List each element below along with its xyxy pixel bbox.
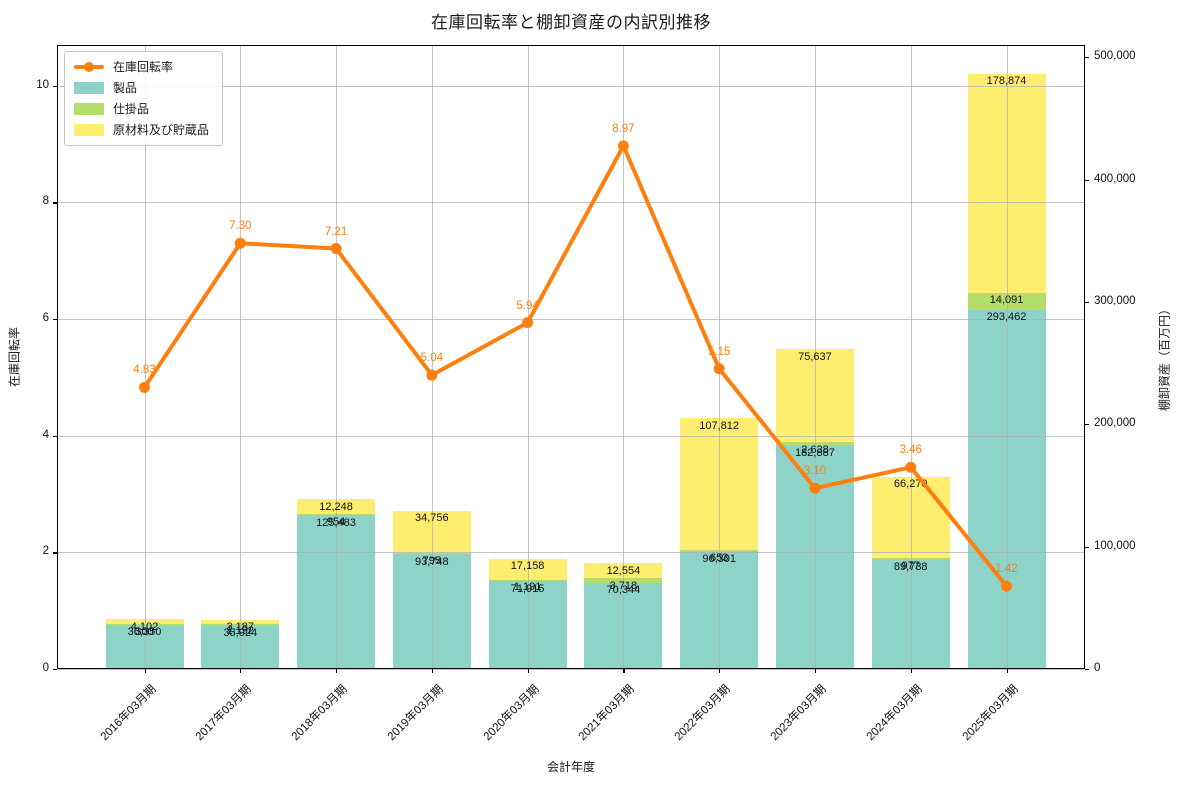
legend-item-wip: 仕掛品: [74, 100, 209, 117]
x-axis-tick: [527, 669, 529, 673]
horizontal-gridline: [57, 85, 1085, 87]
x-axis-tick: [719, 669, 721, 673]
x-axis-tick: [431, 669, 434, 673]
left-axis-title: 在庫回転率: [7, 326, 22, 388]
line-point-label: 3.10: [803, 465, 827, 478]
vertical-gridline: [1006, 45, 1008, 669]
right-axis-tick: [1085, 57, 1089, 59]
left-axis-tick: [53, 669, 57, 671]
horizontal-gridline: [57, 202, 1085, 204]
legend-label: 製品: [113, 81, 138, 95]
bar-value-label: 293,462: [986, 311, 1027, 324]
bar-value-label: 2,638: [801, 443, 829, 456]
bar-value-label: 178,874: [986, 75, 1027, 88]
right-axis-title: 棚卸資産（百万円）: [1157, 302, 1172, 412]
legend-label: 在庫回転率: [113, 60, 174, 74]
line-point-label: 5.04: [420, 352, 444, 365]
legend-item-turnover: 在庫回転率: [74, 58, 209, 75]
right-axis-tick: [1085, 669, 1089, 671]
horizontal-gridline: [57, 319, 1085, 321]
right-axis-tick: [1085, 179, 1089, 181]
line-marker-icon: [74, 60, 104, 74]
vertical-gridline: [910, 45, 912, 669]
left-axis-tick-label: 10: [36, 78, 49, 91]
line-point-label: 7.21: [324, 225, 348, 238]
right-axis-tick-label: 100,000: [1094, 539, 1136, 552]
horizontal-gridline: [57, 435, 1085, 437]
left-axis-tick: [53, 85, 57, 87]
right-axis-tick-label: 500,000: [1094, 50, 1136, 63]
legend-label: 仕掛品: [113, 102, 150, 116]
x-axis-tick: [1006, 669, 1008, 673]
right-axis-tick-label: 200,000: [1094, 417, 1136, 430]
left-axis-tick: [53, 319, 57, 321]
x-axis-tick: [910, 669, 912, 673]
line-point-label: 3.46: [899, 444, 922, 457]
horizontal-gridline: [57, 669, 1085, 670]
vertical-gridline: [527, 45, 529, 669]
color-swatch-icon: [74, 102, 104, 115]
legend-label: 原材料及び貯蔵品: [113, 123, 210, 137]
line-point-label: 7.30: [229, 220, 252, 233]
horizontal-gridline: [57, 552, 1085, 554]
bar-value-label: 3,187: [226, 621, 255, 634]
left-axis-tick: [53, 202, 57, 204]
x-axis-tick: [336, 669, 338, 673]
right-axis-tick-label: 0: [1094, 662, 1101, 674]
color-swatch-icon: [74, 123, 104, 136]
bar-value-label: 107,812: [699, 419, 740, 432]
left-axis-tick: [53, 552, 57, 554]
legend: 在庫回転率 製品 仕掛品 原材料及び貯蔵品: [64, 51, 224, 146]
left-axis-tick: [53, 435, 57, 437]
bar-value-label: 12,554: [606, 564, 641, 577]
left-axis-tick-label: 6: [42, 312, 49, 325]
vertical-gridline: [336, 45, 338, 669]
line-point-label: 5.94: [516, 299, 539, 312]
bar-value-label: 977: [901, 559, 920, 572]
left-axis-tick-label: 4: [42, 428, 49, 441]
left-axis-tick-label: 2: [42, 545, 49, 558]
left-axis-tick-label: 8: [42, 195, 49, 208]
x-axis-title: 会計年度: [546, 760, 595, 774]
bar-value-label: 3,718: [609, 579, 638, 592]
bar-value-label: 653: [709, 551, 729, 564]
line-point-label: 8.97: [612, 122, 635, 135]
line-point-label: 4.83: [133, 364, 156, 377]
line-point-label: 1.42: [995, 563, 1018, 576]
bar-value-label: 300: [135, 625, 154, 638]
bar-value-label: 4,102: [130, 620, 159, 633]
bar-value-label: 75,637: [798, 350, 832, 363]
right-axis-tick: [1085, 424, 1089, 426]
x-axis-tick: [623, 669, 625, 673]
x-axis-tick: [240, 669, 242, 673]
right-axis-tick: [1085, 546, 1089, 548]
vertical-gridline: [240, 45, 242, 669]
x-axis-tick: [814, 669, 817, 673]
right-axis-tick-label: 400,000: [1094, 172, 1136, 185]
right-axis-tick-label: 300,000: [1094, 294, 1136, 307]
legend-item-products: 製品: [74, 79, 209, 96]
legend-item-raw-materials: 原材料及び貯蔵品: [74, 121, 209, 138]
bar-value-label: 34,756: [415, 512, 449, 525]
left-axis-tick-label: 0: [42, 662, 49, 674]
bar-value-label: 66,270: [893, 478, 928, 491]
chart-title: 在庫回転率と棚卸資産の内訳別推移: [431, 13, 711, 32]
bar-value-label: 36,350: [127, 626, 162, 639]
right-axis-tick: [1085, 301, 1089, 304]
line-point-label: 5.15: [707, 345, 731, 358]
color-swatch-icon: [74, 81, 104, 94]
bar-value-label: 1,192: [226, 625, 255, 638]
bar-value-label: 14,091: [989, 294, 1024, 307]
bar-value-label: 35,924: [223, 626, 258, 639]
x-axis-tick: [144, 669, 146, 673]
